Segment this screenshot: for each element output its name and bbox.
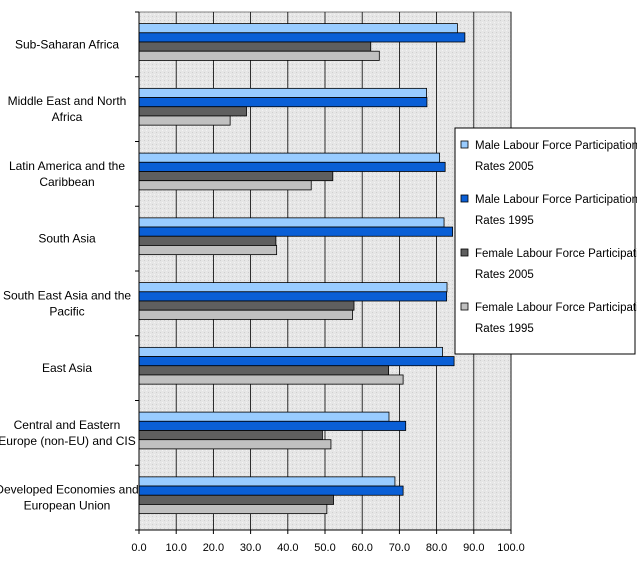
- bar: [138, 161, 446, 172]
- bar: [138, 171, 334, 182]
- bar: [138, 245, 278, 256]
- bar: [138, 485, 404, 496]
- x-tick-label: 40.0: [277, 542, 298, 554]
- bar: [138, 282, 448, 293]
- x-tick-label: 50.0: [314, 542, 335, 554]
- bar: [138, 41, 372, 52]
- x-tick-label: 90.0: [463, 542, 484, 554]
- bar: [138, 374, 404, 385]
- x-tick-label: 0.0: [131, 542, 146, 554]
- bar: [138, 504, 328, 515]
- x-tick-label: 70.0: [389, 542, 410, 554]
- bar: [138, 180, 312, 191]
- bar: [138, 494, 334, 505]
- bar: [138, 439, 332, 450]
- bar: [138, 23, 458, 34]
- legend-box: [454, 127, 636, 355]
- x-tick-label: 60.0: [351, 542, 372, 554]
- category-labels: Sub-Saharan Africa Middle East and North A…: [0, 11, 139, 531]
- category-label: Middle East and North Africa: [8, 94, 127, 124]
- legend-entry: Female Labour Force Participation Rates 1…: [475, 302, 637, 335]
- legend-entry: Male Labour Force Participation Rates 199…: [475, 194, 637, 227]
- legend-swatch: [460, 194, 469, 203]
- category-label: South East Asia and the Pacific: [3, 288, 131, 318]
- category-label: Latin America and the Caribbean: [9, 159, 125, 189]
- bar: [138, 115, 231, 126]
- bar: [138, 87, 427, 98]
- bar: [138, 420, 407, 431]
- bar: [138, 32, 466, 43]
- bar: [138, 356, 455, 367]
- x-tick-label: 30.0: [240, 542, 261, 554]
- bar: [138, 430, 323, 441]
- bar: [138, 226, 453, 237]
- legend: Male Labour Force Participation Rates 200…: [454, 127, 637, 355]
- bar: [138, 476, 396, 487]
- x-tick-label: 100.0: [497, 542, 525, 554]
- bar: [138, 365, 390, 376]
- x-tick-label: 80.0: [426, 542, 447, 554]
- bar: [138, 217, 445, 228]
- category-label: South Asia: [38, 232, 96, 246]
- bar: [138, 106, 247, 117]
- legend-entry: Female Labour Force Participation Rates 2…: [475, 248, 637, 281]
- bar: [138, 235, 277, 246]
- bar: [138, 346, 443, 357]
- category-label: Sub-Saharan Africa: [15, 37, 119, 51]
- legend-swatch: [460, 302, 469, 311]
- bar: [138, 309, 353, 320]
- x-tick-label: 10.0: [165, 542, 186, 554]
- bar: [138, 300, 355, 311]
- bar: [138, 152, 440, 163]
- category-label: Central and Eastern Europe (non-EU) and C…: [0, 418, 136, 448]
- x-tick-labels: 0.0 10.0 20.0 30.0 40.0 50.0 60.0 70.0 80.0 90.0 1…: [131, 530, 525, 554]
- bar: [138, 411, 390, 422]
- category-label: Developed Economies and European Union: [0, 483, 139, 513]
- legend-swatch: [460, 248, 469, 257]
- bars: [138, 23, 466, 515]
- legend-entry: Male Labour Force Participation Rates 200…: [475, 140, 637, 173]
- x-tick-label: 20.0: [203, 542, 224, 554]
- bar: [138, 50, 380, 61]
- category-label: East Asia: [42, 361, 92, 375]
- bar: [138, 291, 448, 302]
- legend-swatch: [460, 140, 469, 149]
- bar: [138, 97, 428, 108]
